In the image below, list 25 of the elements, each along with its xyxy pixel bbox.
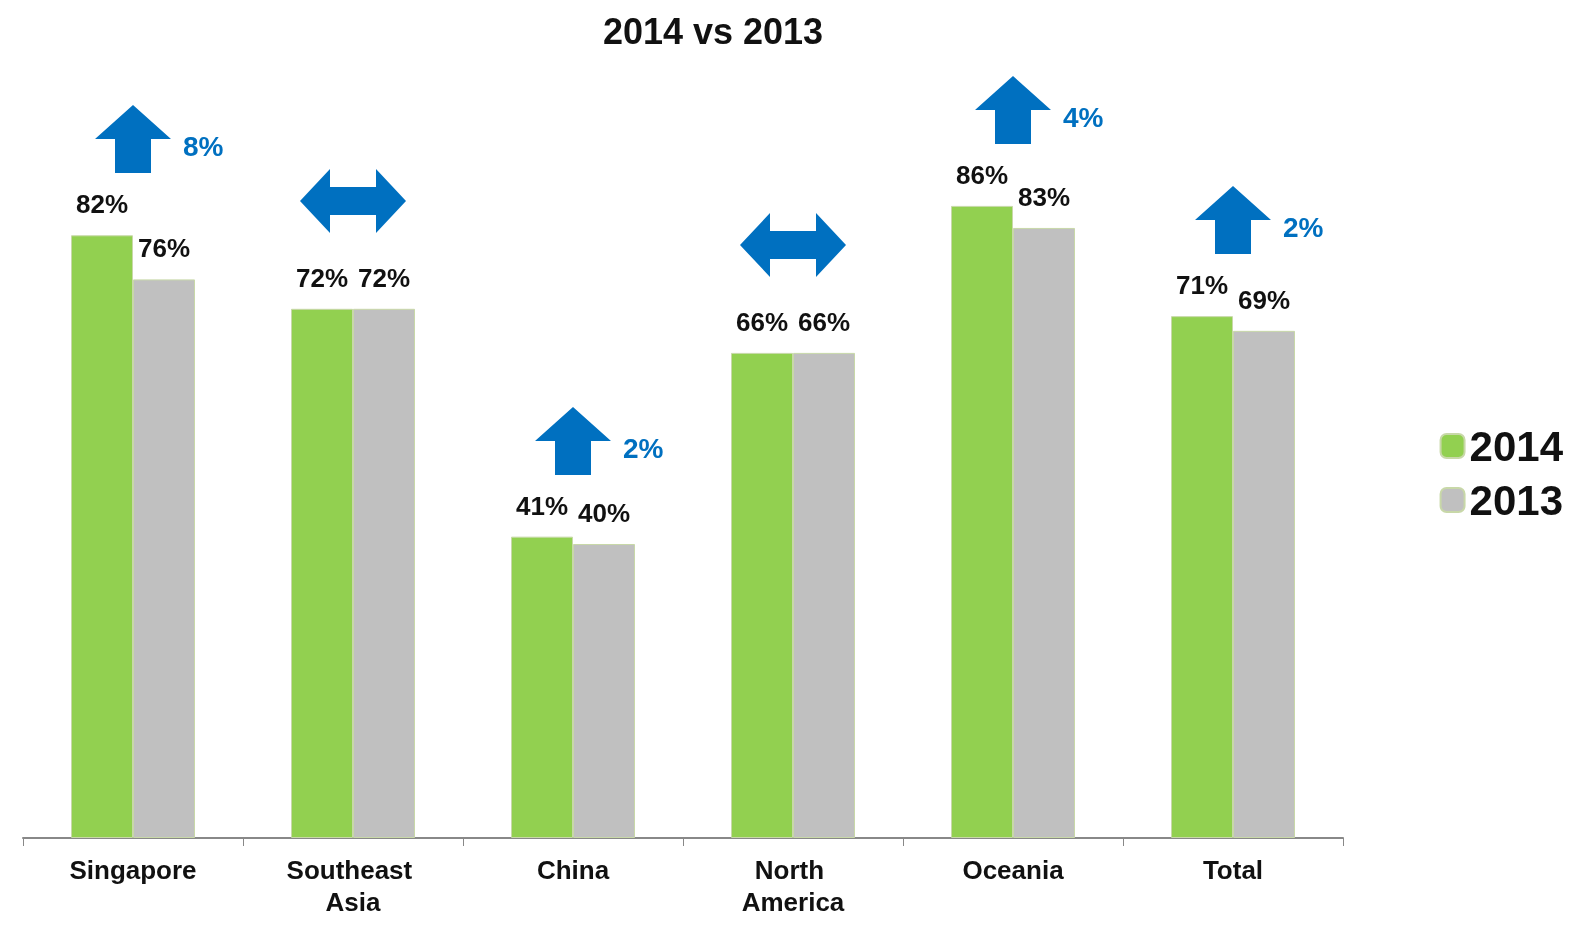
legend-label: 2014 — [1469, 422, 1564, 470]
data-label: 72% — [295, 262, 349, 293]
text: 8% — [183, 131, 224, 164]
data-label: 82% — [75, 189, 129, 220]
data-label: 83% — [1017, 181, 1071, 212]
data-label: 66% — [797, 306, 851, 337]
data-label: 40% — [577, 498, 631, 528]
annotation: 2% — [623, 432, 664, 465]
x-tick-label: North America — [741, 855, 845, 917]
data-label: 76% — [137, 233, 191, 264]
data-label: 69% — [1237, 284, 1291, 315]
text: 4% — [1063, 101, 1104, 134]
data-label: 66% — [735, 306, 789, 337]
data-label: 86% — [955, 159, 1009, 190]
annotation: 2% — [1283, 212, 1324, 245]
chart-title: 2014 vs 2013 — [602, 10, 824, 52]
data-label: 72% — [357, 262, 411, 293]
data-label: 41% — [515, 490, 569, 521]
legend-label: 2013 — [1469, 476, 1563, 524]
data-label: 71% — [1175, 270, 1229, 301]
x-tick-label: China — [536, 855, 610, 885]
x-tick-label: Oceania — [962, 855, 1065, 885]
x-tick-label: Total — [1202, 855, 1264, 885]
x-tick-label: Singapore — [69, 855, 197, 885]
x-tick-label: Southeast Asia — [286, 855, 420, 917]
